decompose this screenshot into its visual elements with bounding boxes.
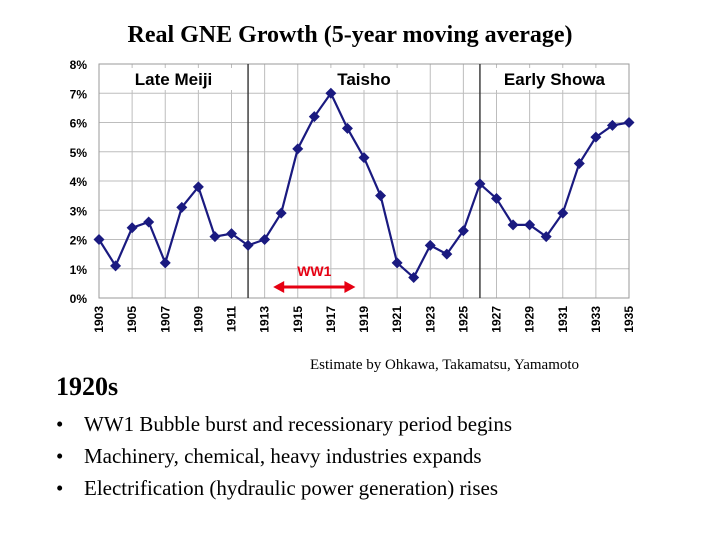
bullet-dot: • — [56, 412, 64, 436]
data-point — [126, 222, 138, 234]
x-tick-label: 1935 — [622, 306, 636, 333]
data-point — [540, 231, 552, 243]
data-point — [557, 207, 569, 219]
data-point — [408, 272, 420, 284]
y-tick-label: 8% — [70, 58, 88, 72]
data-point — [93, 234, 105, 245]
era-label-bg — [325, 68, 403, 90]
chart-title: Real GNE Growth (5-year moving average) — [127, 22, 573, 48]
marker-layer — [93, 87, 635, 284]
x-tick-label: 1911 — [225, 306, 239, 332]
data-point — [341, 122, 353, 134]
bullet-item: • Machinery, chemical, heavy industries e… — [56, 440, 512, 472]
y-tick-label: 3% — [70, 204, 88, 218]
x-tick-label: 1909 — [191, 306, 205, 333]
data-point — [623, 117, 635, 128]
x-tick-label: 1915 — [291, 306, 305, 333]
data-point — [143, 216, 155, 228]
section-heading: 1920s — [56, 372, 119, 401]
data-point — [176, 201, 188, 213]
data-point — [507, 219, 519, 231]
annotation-label: WW1 — [297, 263, 331, 279]
x-tick-label: 1931 — [556, 306, 570, 333]
data-point — [474, 178, 486, 190]
data-point — [159, 257, 171, 269]
y-tick-label: 0% — [70, 292, 88, 306]
x-tick-label: 1923 — [423, 306, 437, 333]
x-tick-label: 1927 — [490, 306, 504, 333]
data-point — [209, 231, 221, 243]
bullet-text: WW1 Bubble burst and recessionary period… — [84, 412, 513, 436]
data-point — [242, 239, 254, 251]
data-point — [226, 228, 237, 240]
x-tick-label: 1905 — [125, 306, 139, 333]
x-tick-label: 1925 — [456, 306, 470, 333]
y-tick-label: 1% — [70, 263, 88, 277]
grid-layer — [98, 63, 630, 299]
y-axis-ticks: 0% 1% 2% 3% 4% 5% 6% 7% 8% — [70, 58, 88, 306]
era-label: Late Meiji — [135, 70, 212, 89]
data-point — [573, 157, 585, 169]
data-point — [590, 131, 602, 143]
y-tick-label: 7% — [70, 87, 88, 101]
bullet-dot: • — [56, 476, 64, 500]
bullet-text: Machinery, chemical, heavy industries ex… — [84, 444, 482, 468]
y-tick-label: 2% — [70, 234, 88, 248]
data-point — [457, 225, 469, 237]
data-point — [192, 181, 204, 193]
era-label-bg — [489, 68, 620, 90]
x-axis-ticks: 1903 1905 1907 1909 1911 1913 1915 1917 1919 1921… — [92, 306, 636, 333]
x-tick-label: 1929 — [523, 306, 537, 333]
x-tick-label: 1903 — [92, 306, 106, 333]
data-point — [110, 260, 122, 272]
source-note: Estimate by Ohkawa, Takamatsu, Yamamoto — [310, 357, 580, 373]
data-point — [275, 207, 287, 219]
era-label: Taisho — [337, 70, 391, 89]
annotation-layer: WW1 — [273, 263, 356, 293]
data-point — [325, 87, 337, 99]
era-label-bg — [114, 68, 234, 90]
y-tick-label: 6% — [70, 117, 88, 131]
x-tick-label: 1919 — [357, 306, 371, 333]
data-point — [375, 190, 387, 202]
bullet-list: • WW1 Bubble burst and recessionary perio… — [56, 408, 512, 504]
data-point — [606, 119, 618, 131]
data-point — [441, 248, 453, 260]
y-tick-label: 5% — [70, 146, 88, 160]
data-point — [524, 219, 536, 231]
data-point — [491, 193, 502, 205]
x-tick-label: 1921 — [390, 306, 404, 333]
era-layer: Late Meiji Taisho Early Showa — [114, 64, 620, 298]
data-point — [424, 239, 436, 251]
y-tick-label: 4% — [70, 175, 88, 189]
bullet-item: • Electrification (hydraulic power genera… — [56, 472, 512, 504]
x-tick-label: 1933 — [589, 306, 603, 333]
bullet-text: Electrification (hydraulic power generat… — [84, 476, 498, 500]
annotation-arrowhead-right — [344, 281, 356, 293]
data-point — [308, 111, 320, 123]
x-tick-label: 1917 — [324, 306, 338, 333]
era-label: Early Showa — [504, 70, 606, 89]
data-point — [358, 152, 370, 164]
bullet-item: • WW1 Bubble burst and recessionary perio… — [56, 408, 512, 440]
plot-frame — [98, 63, 630, 299]
x-tick-label: 1913 — [258, 306, 272, 333]
data-point — [259, 234, 271, 245]
data-point — [292, 143, 304, 155]
annotation-arrowhead-left — [273, 281, 285, 293]
x-tick-label: 1907 — [158, 306, 172, 333]
data-point — [391, 257, 403, 269]
bullet-dot: • — [56, 444, 64, 468]
